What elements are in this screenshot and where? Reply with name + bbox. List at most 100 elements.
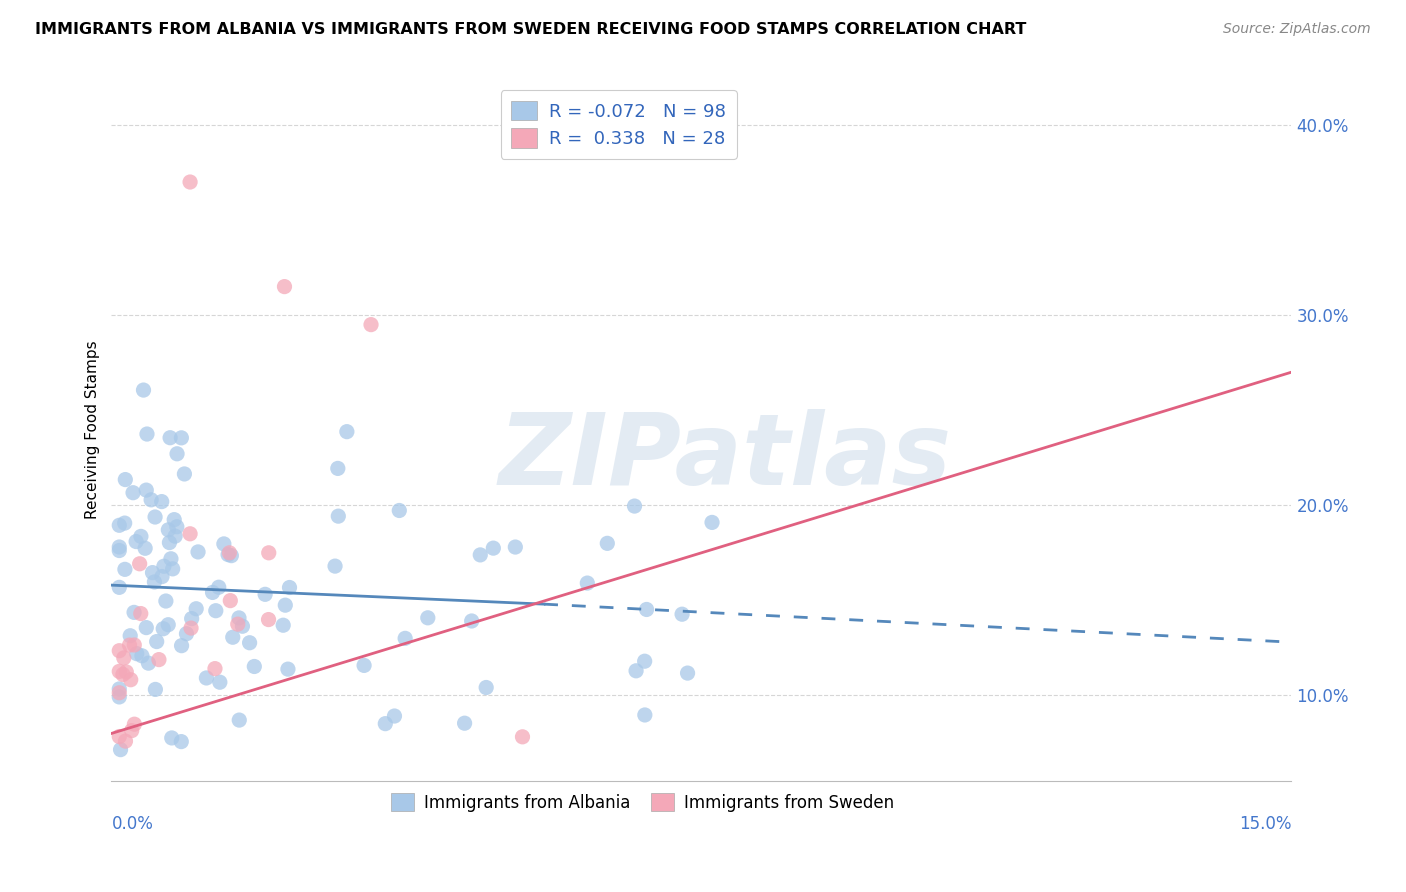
Point xyxy=(170,431,193,445)
Point xyxy=(187,545,209,559)
Point xyxy=(122,638,145,652)
Point xyxy=(111,667,134,681)
Point xyxy=(219,593,242,607)
Point xyxy=(700,516,723,530)
Point xyxy=(254,587,277,601)
Point xyxy=(114,473,136,487)
Point xyxy=(114,516,136,530)
Point xyxy=(143,574,166,589)
Point xyxy=(155,594,177,608)
Point xyxy=(108,543,131,558)
Point xyxy=(166,447,188,461)
Point xyxy=(125,647,148,661)
Point xyxy=(278,581,301,595)
Point xyxy=(122,606,145,620)
Text: IMMIGRANTS FROM ALBANIA VS IMMIGRANTS FROM SWEDEN RECEIVING FOOD STAMPS CORRELAT: IMMIGRANTS FROM ALBANIA VS IMMIGRANTS FR… xyxy=(35,22,1026,37)
Point xyxy=(208,675,231,690)
Point xyxy=(108,665,131,679)
Point xyxy=(222,630,245,644)
Point xyxy=(159,535,181,549)
Point xyxy=(326,461,349,475)
Point xyxy=(273,279,295,293)
Point xyxy=(124,717,146,731)
Point xyxy=(360,318,382,332)
Point xyxy=(159,431,181,445)
Point xyxy=(243,659,266,673)
Point xyxy=(128,557,150,571)
Point xyxy=(576,576,599,591)
Point xyxy=(482,541,505,556)
Point xyxy=(170,639,193,653)
Point xyxy=(136,427,159,442)
Point xyxy=(221,549,243,563)
Y-axis label: Receiving Food Stamps: Receiving Food Stamps xyxy=(86,340,100,518)
Point xyxy=(671,607,693,622)
Point xyxy=(139,492,162,507)
Point xyxy=(153,559,176,574)
Point xyxy=(108,580,131,594)
Point xyxy=(143,510,166,524)
Point xyxy=(624,664,647,678)
Point xyxy=(257,613,280,627)
Point xyxy=(201,585,224,599)
Point xyxy=(186,601,208,615)
Point xyxy=(394,632,416,646)
Point xyxy=(634,708,657,723)
Point xyxy=(162,562,184,576)
Legend: Immigrants from Albania, Immigrants from Sweden: Immigrants from Albania, Immigrants from… xyxy=(384,787,901,818)
Point xyxy=(108,686,131,700)
Point xyxy=(460,614,482,628)
Point xyxy=(131,648,153,663)
Point xyxy=(150,494,173,508)
Point xyxy=(145,634,167,648)
Point xyxy=(122,485,145,500)
Text: 0.0%: 0.0% xyxy=(111,815,153,833)
Text: 15.0%: 15.0% xyxy=(1239,815,1292,833)
Point xyxy=(353,658,375,673)
Point xyxy=(108,518,131,533)
Point xyxy=(108,540,131,554)
Point xyxy=(257,546,280,560)
Point xyxy=(228,713,250,727)
Point xyxy=(114,734,136,748)
Point xyxy=(204,662,226,676)
Point xyxy=(135,621,157,635)
Point xyxy=(475,681,498,695)
Point xyxy=(336,425,359,439)
Point xyxy=(121,723,143,738)
Point xyxy=(195,671,218,685)
Point xyxy=(129,607,152,621)
Point xyxy=(115,665,138,679)
Point xyxy=(623,499,645,513)
Point xyxy=(112,651,135,665)
Point xyxy=(453,716,475,731)
Point xyxy=(135,483,157,497)
Point xyxy=(120,629,142,643)
Point xyxy=(160,551,183,566)
Point xyxy=(676,666,699,681)
Point xyxy=(157,617,180,632)
Point xyxy=(212,537,235,551)
Point xyxy=(384,709,406,723)
Point xyxy=(328,509,350,524)
Point xyxy=(165,529,187,543)
Point xyxy=(138,656,160,670)
Point xyxy=(217,548,239,562)
Point xyxy=(180,611,202,625)
Point xyxy=(634,654,657,668)
Point xyxy=(180,621,202,635)
Point xyxy=(208,580,231,594)
Point xyxy=(277,662,299,676)
Point xyxy=(636,602,658,616)
Point xyxy=(118,638,141,652)
Point xyxy=(239,636,262,650)
Point xyxy=(176,626,198,640)
Point xyxy=(110,742,132,756)
Point xyxy=(134,541,156,556)
Point xyxy=(179,526,201,541)
Point xyxy=(145,682,167,697)
Point xyxy=(271,618,294,632)
Point xyxy=(132,383,155,397)
Point xyxy=(470,548,492,562)
Point xyxy=(416,611,439,625)
